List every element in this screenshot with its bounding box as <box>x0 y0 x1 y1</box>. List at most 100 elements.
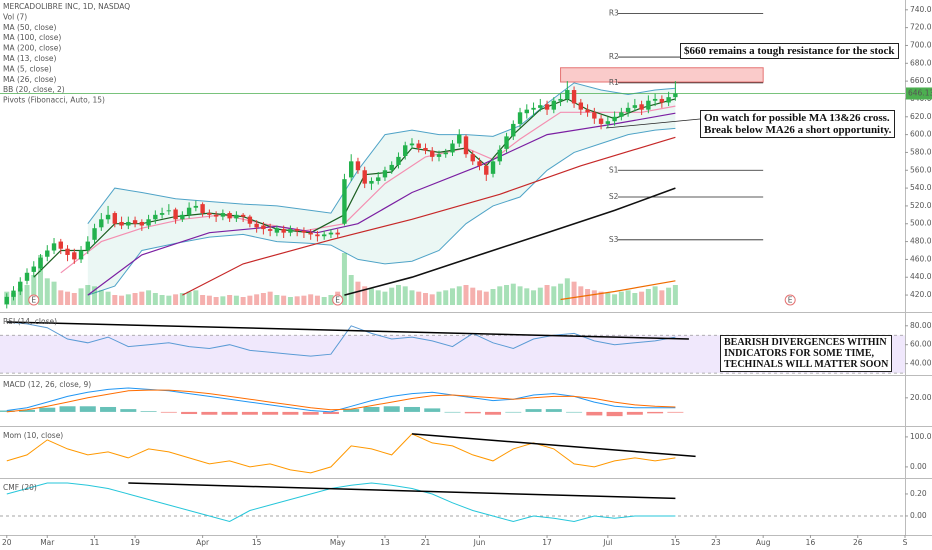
volume-bar <box>625 290 631 305</box>
macd-histogram-bar <box>363 406 380 412</box>
volume-bar <box>558 283 564 305</box>
macd-histogram-bar <box>545 409 562 412</box>
volume-bar <box>652 286 658 305</box>
y-tick-label: 580.00 <box>910 147 932 156</box>
volume-bar <box>58 290 64 305</box>
earnings-label: E <box>335 296 340 305</box>
volume-bar <box>591 290 597 305</box>
candle-body <box>220 213 226 217</box>
candle-body <box>247 216 253 224</box>
volume-bar <box>483 291 489 305</box>
volume-bar <box>159 295 165 305</box>
x-tick-label: Jul <box>602 538 612 547</box>
volume-bar <box>341 253 347 305</box>
volume-bar <box>362 286 368 305</box>
macd-histogram-bar <box>79 406 96 412</box>
bb-upper <box>87 82 676 225</box>
volume-bar <box>287 297 293 305</box>
candle-body <box>24 272 30 281</box>
macd-histogram-bar <box>221 411 238 415</box>
candle-body <box>85 241 90 251</box>
macd-histogram-bar <box>505 411 522 413</box>
macd-histogram-bar <box>566 411 583 413</box>
panel-title: Mom (10, close) <box>3 431 63 440</box>
volume-bar <box>308 294 314 305</box>
volume-bar <box>477 290 483 305</box>
macd-histogram-bar <box>667 411 684 413</box>
volume-bar <box>497 286 503 305</box>
volume-bar <box>585 289 591 305</box>
x-tick-label: May <box>330 538 346 547</box>
volume-bar <box>598 291 604 305</box>
candle-body <box>72 252 77 260</box>
candle-body <box>497 149 502 162</box>
volume-bar <box>672 285 678 305</box>
volume-bar <box>294 296 300 305</box>
volume-bar <box>645 289 651 305</box>
resistance-zone <box>560 67 764 83</box>
trend-line <box>128 482 676 500</box>
moving-average <box>87 112 676 296</box>
candle-body <box>267 229 273 231</box>
y-tick-label: 520.00 <box>910 201 932 210</box>
candle-body <box>112 213 118 224</box>
x-tick-label: 13 <box>380 538 390 547</box>
candle-body <box>477 161 482 166</box>
macd-histogram-bar <box>120 409 137 412</box>
volume-bar <box>200 295 206 305</box>
y-tick-label: 460.00 <box>910 254 932 263</box>
x-tick-label: S <box>903 538 908 547</box>
candle-body <box>376 177 381 181</box>
annotation-text: $660 remains a tough resistance for the … <box>684 45 895 57</box>
chart-title: MERCADOLIBRE INC, 1D, NASDAQ <box>3 2 130 11</box>
macd-histogram-bar <box>39 407 56 412</box>
candle-body <box>294 229 300 231</box>
indicator-line <box>6 389 676 413</box>
x-tick-label: 11 <box>90 538 100 547</box>
candle-body <box>132 220 138 224</box>
candle-body <box>99 219 104 228</box>
candle-body <box>58 241 63 249</box>
x-tick-label: Jun <box>473 538 486 547</box>
panel-title: RSI (14, close) <box>3 317 57 326</box>
moving-average <box>344 187 676 296</box>
volume-bar <box>537 287 543 305</box>
indicator-line <box>6 321 676 357</box>
candle-body <box>416 143 421 148</box>
candle-body <box>18 281 23 292</box>
x-tick-label: 15 <box>252 538 262 547</box>
candle-body <box>578 102 584 110</box>
candle-body <box>186 207 192 215</box>
candle-body <box>193 205 199 208</box>
volume-bar <box>348 275 354 305</box>
volume-bar <box>463 285 469 305</box>
panel-title: CMF (20) <box>3 483 37 492</box>
macd-histogram-bar <box>140 411 157 412</box>
volume-bar <box>504 285 510 305</box>
candle-body <box>639 104 644 110</box>
candle-body <box>659 98 665 103</box>
volume-bar <box>166 295 172 305</box>
volume-bar <box>659 290 665 305</box>
candle-body <box>538 105 543 108</box>
y-tick-label: 500.00 <box>910 219 932 228</box>
candle-body <box>612 116 617 122</box>
candle-body <box>234 214 239 219</box>
annotation-text: On watch for possible MA 13&26 cross. <box>704 112 890 124</box>
y-tick-label: 620.00 <box>910 112 932 121</box>
y-tick-label: 600.00 <box>910 130 932 139</box>
candle-body <box>254 223 259 228</box>
y-tick-label: 100.00 <box>910 432 932 441</box>
candle-body <box>619 112 624 117</box>
macd-histogram-bar <box>19 409 36 412</box>
candle-body <box>261 225 266 230</box>
legend-entry: MA (50, close) <box>3 23 57 32</box>
pivot-label: S3 <box>609 235 619 244</box>
candle-body <box>288 229 293 233</box>
y-tick-label: 700.00 <box>910 40 932 49</box>
candle-body <box>11 290 16 297</box>
volume-bar <box>436 291 442 305</box>
candle-body <box>315 234 320 237</box>
candle-body <box>65 248 70 255</box>
volume-bar <box>422 293 428 305</box>
